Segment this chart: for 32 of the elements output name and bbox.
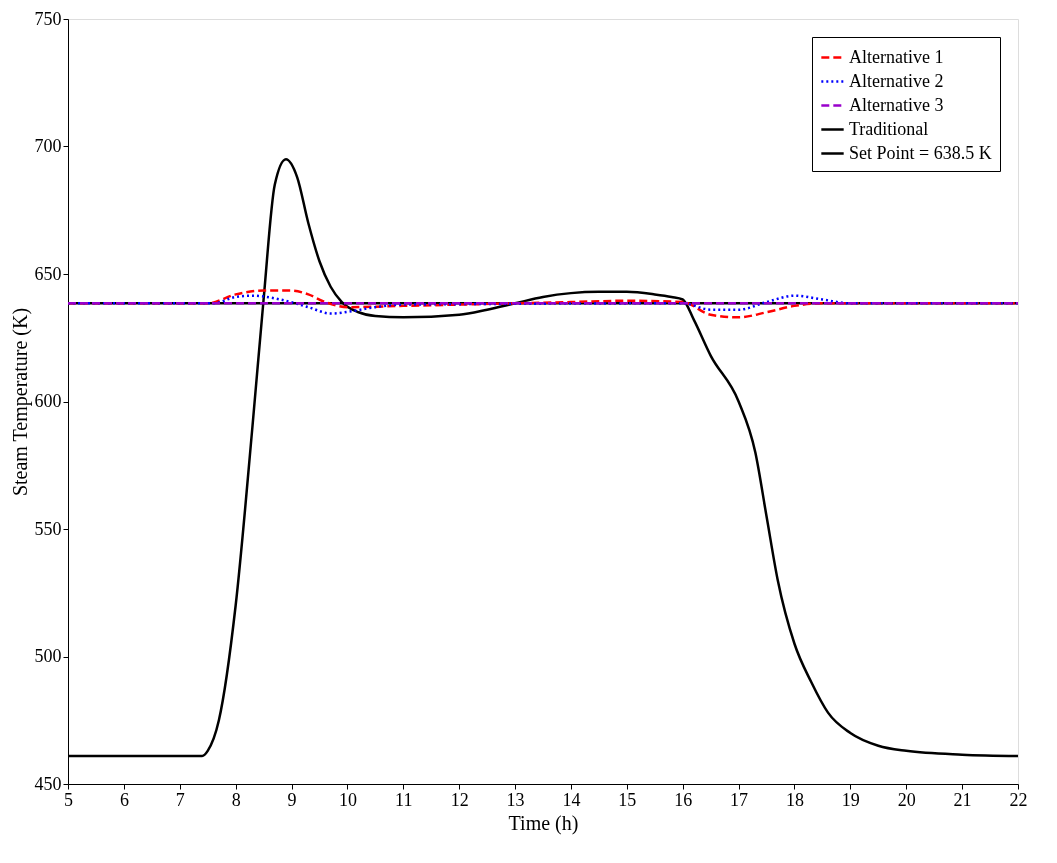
y-tick-label: 700 [34,136,62,156]
x-tick-label: 5 [64,789,73,810]
x-tick-label: 12 [450,789,469,810]
y-tick-label: 750 [34,8,62,29]
x-tick-label: 11 [395,789,413,810]
x-tick-label: 14 [562,789,581,810]
legend-label: Alternative 3 [849,94,944,115]
x-tick-label: 18 [785,789,804,810]
x-tick-label: 19 [841,789,860,810]
y-tick-label: 550 [34,518,62,539]
x-tick-label: 21 [953,789,972,810]
y-tick-label: 600 [34,391,62,411]
x-tick-label: 13 [506,789,525,810]
x-tick-label: 17 [730,789,749,810]
legend-label: Alternative 2 [849,70,944,91]
x-tick-label: 15 [618,789,637,810]
x-tick-label: 8 [231,789,241,810]
y-tick-label: 650 [34,263,62,284]
x-tick-label: 6 [119,789,129,810]
y-tick-label: 450 [34,773,62,794]
x-tick-label: 22 [1009,789,1028,810]
legend-label: Set Point = 638.5 K [849,142,992,163]
x-tick-label: 7 [175,789,185,810]
legend-label: Traditional [849,118,929,139]
y-axis-title: Steam Temperature (K) [8,307,32,497]
x-tick-label: 20 [897,789,916,810]
x-axis-title: Time (h) [508,811,579,835]
legend-label: Alternative 1 [849,46,944,67]
x-tick-label: 9 [287,789,297,810]
y-tick-label: 500 [34,646,62,666]
x-tick-label: 16 [674,789,693,810]
x-tick-label: 10 [338,789,357,810]
